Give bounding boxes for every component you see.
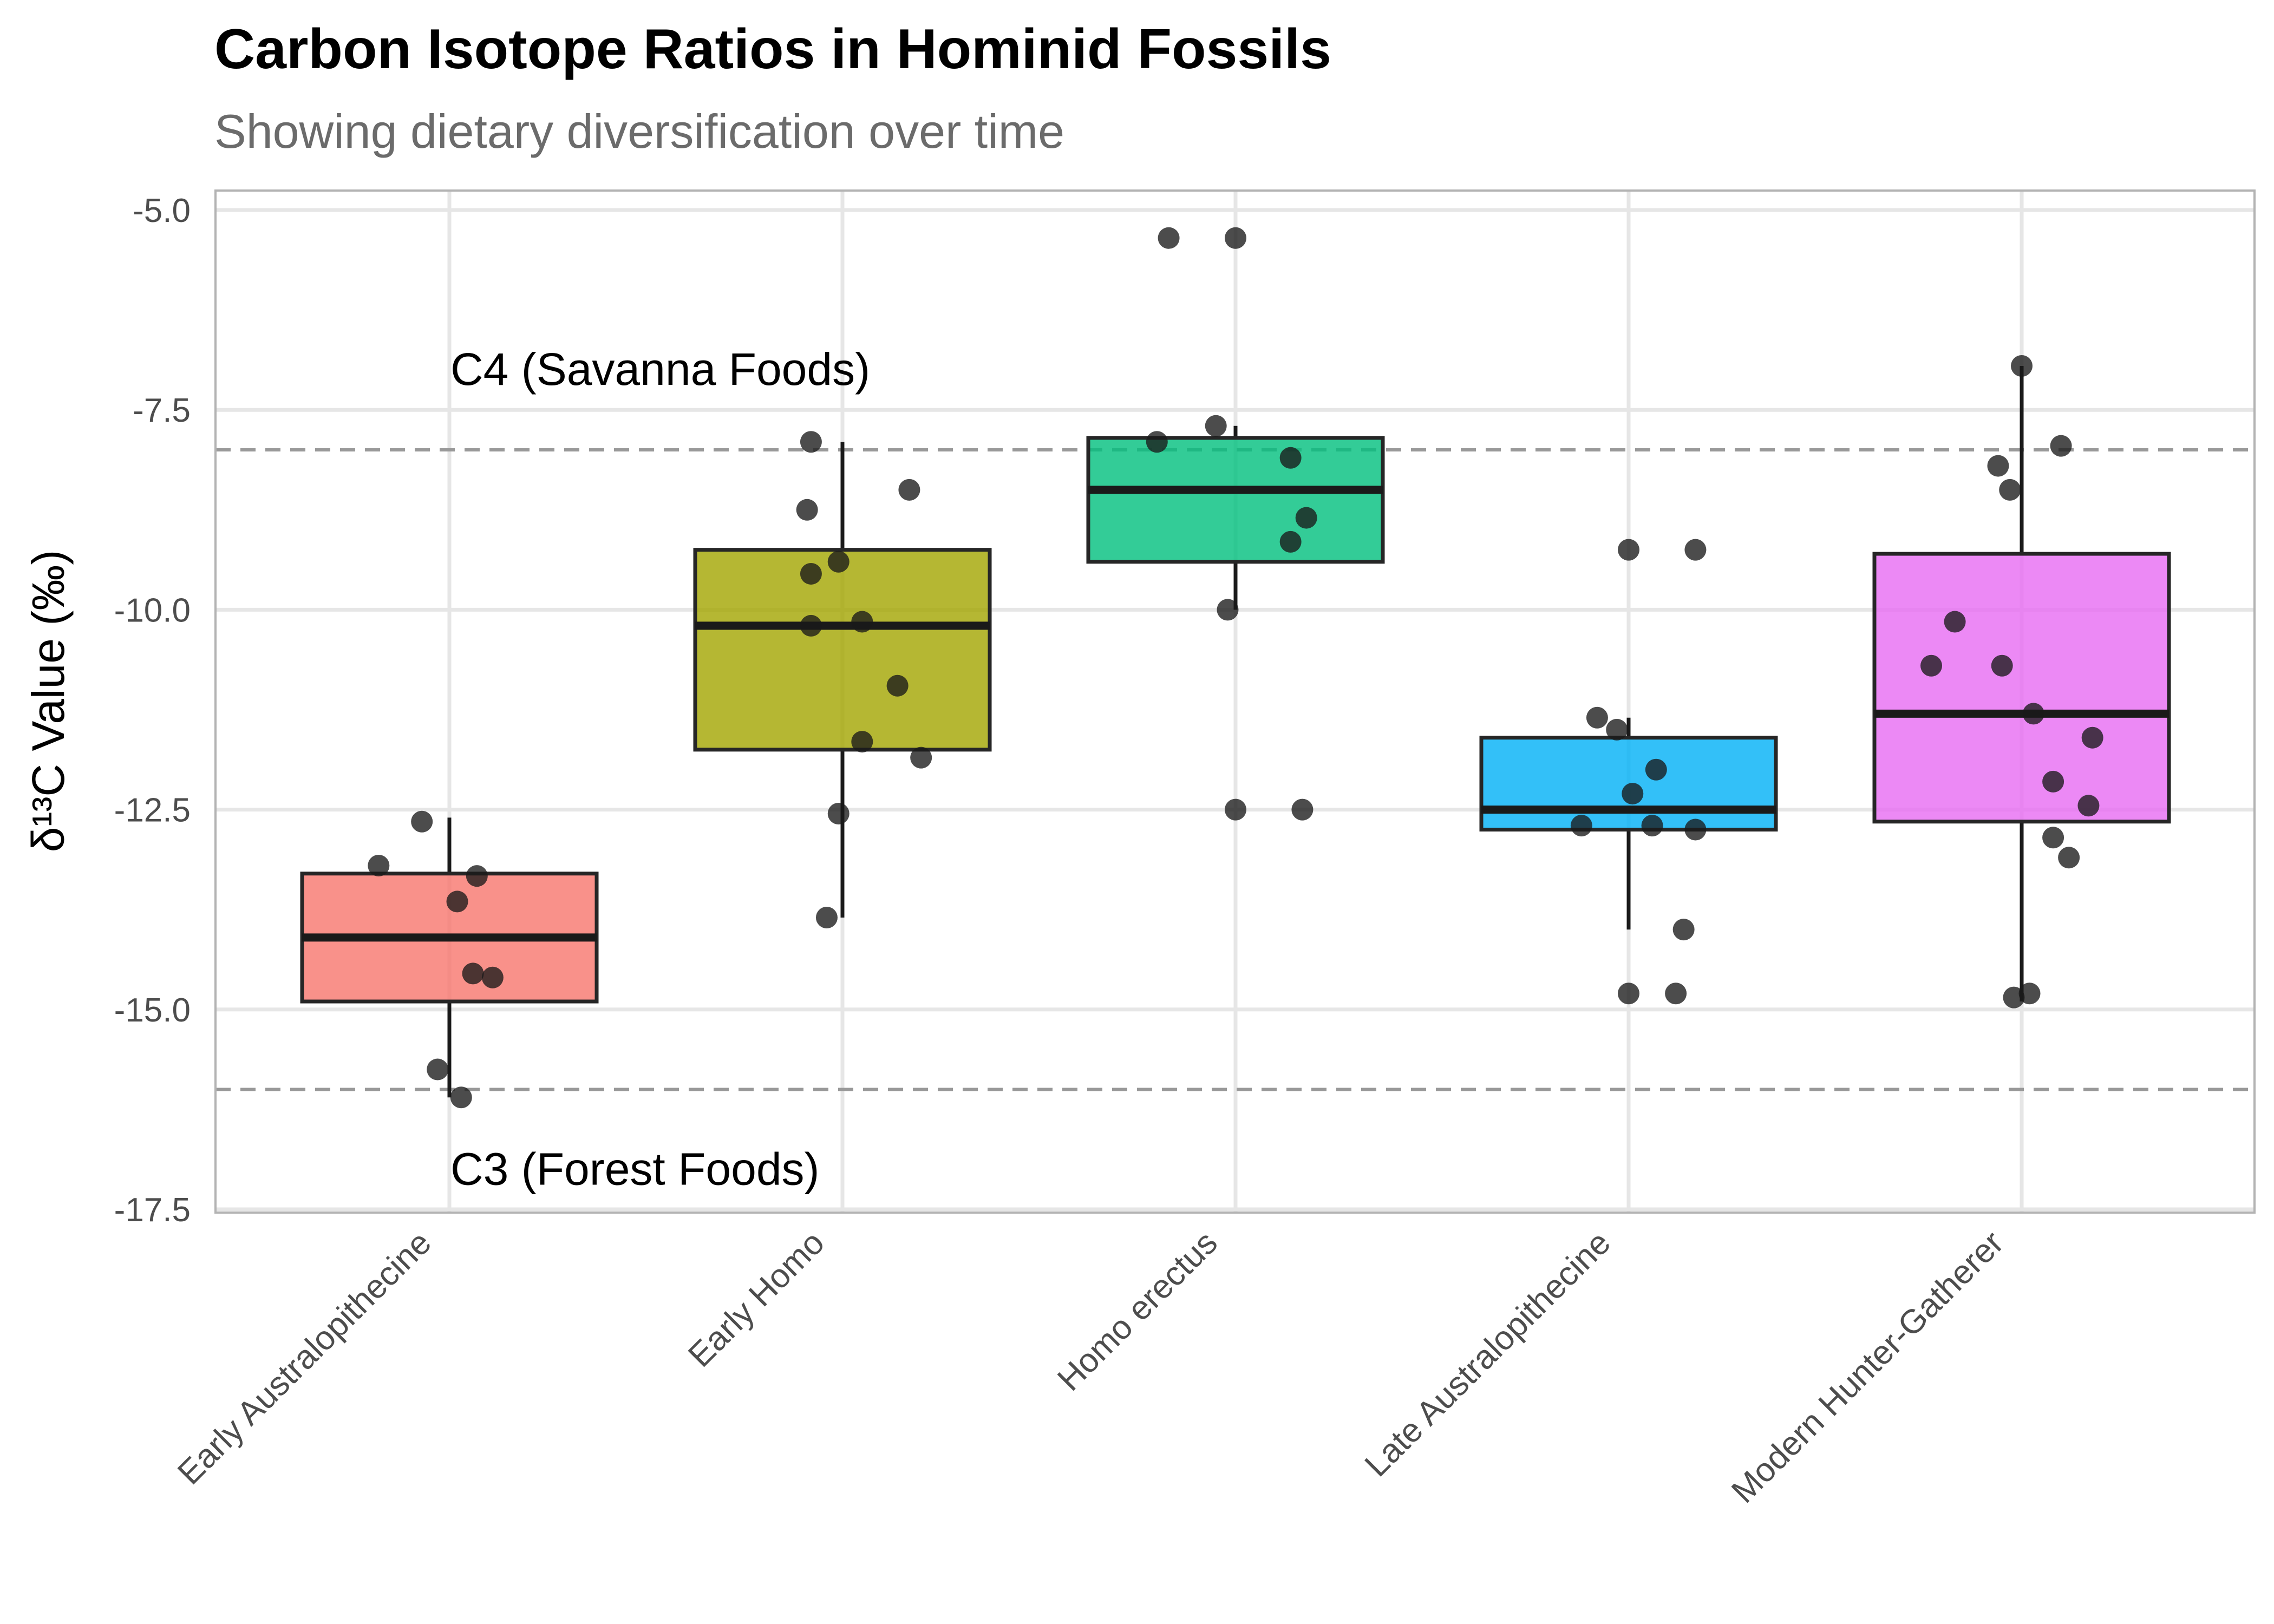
data-point <box>462 962 484 985</box>
data-point <box>411 810 433 833</box>
data-point <box>910 746 932 769</box>
chart-title: Carbon Isotope Ratios in Hominid Fossils <box>214 18 1331 81</box>
reference-line-label: C3 (Forest Foods) <box>450 1143 820 1194</box>
data-point <box>827 551 850 573</box>
data-point <box>1158 227 1180 249</box>
box-layer <box>300 365 2171 1098</box>
chart-subtitle: Showing dietary diversification over tim… <box>214 104 1065 158</box>
data-point <box>1618 983 1639 1005</box>
y-tick-label: -7.5 <box>133 392 191 429</box>
data-point <box>1570 815 1592 837</box>
data-point <box>1944 611 1966 633</box>
data-point <box>2022 703 2044 725</box>
data-point <box>800 431 822 453</box>
y-tick-label: -5.0 <box>133 192 191 230</box>
y-tick-label: -15.0 <box>114 992 191 1029</box>
data-point <box>1225 798 1246 821</box>
data-point <box>2081 726 2103 749</box>
data-point <box>1606 718 1628 741</box>
x-tick-label: Early Australopithecine <box>171 1224 439 1492</box>
data-point <box>446 890 468 913</box>
data-point <box>450 1086 472 1109</box>
data-point <box>1291 798 1314 821</box>
data-point <box>886 675 909 697</box>
box-body <box>693 548 992 752</box>
data-point <box>466 865 488 887</box>
box-body <box>1086 436 1385 564</box>
data-point <box>796 499 818 521</box>
data-point <box>827 802 850 824</box>
reference-lines: C4 (Savanna Foods) C3 (Forest Foods) <box>215 344 2255 1194</box>
data-point <box>2050 435 2072 457</box>
data-point <box>1586 706 1608 729</box>
data-point <box>1622 783 1644 805</box>
data-point <box>1999 479 2021 501</box>
data-point <box>1920 654 1943 677</box>
data-point <box>2042 827 2064 849</box>
data-point <box>1684 818 1707 841</box>
data-point <box>800 614 822 637</box>
x-tick-label: Homo erectus <box>1050 1224 1225 1398</box>
data-point <box>1279 447 1302 469</box>
data-point <box>800 562 822 585</box>
data-point <box>1225 227 1246 249</box>
data-point <box>815 906 838 928</box>
data-point <box>1618 539 1639 561</box>
data-point <box>1684 539 1707 561</box>
data-point <box>851 731 873 753</box>
data-point <box>1217 599 1239 621</box>
data-point <box>1295 507 1317 529</box>
data-point <box>2018 983 2041 1005</box>
data-point <box>2077 795 2100 817</box>
reference-line-label: C4 (Savanna Foods) <box>450 344 870 395</box>
data-point <box>1665 983 1687 1005</box>
y-tick-label: -17.5 <box>114 1191 191 1229</box>
data-point <box>1672 919 1695 941</box>
data-point <box>1991 654 2013 677</box>
x-tick-label: Modern Hunter-Gatherer <box>1724 1224 2011 1510</box>
x-tick-label: Early Homo <box>681 1224 832 1374</box>
point-layer <box>368 227 2103 1109</box>
data-point <box>2011 355 2033 377</box>
data-point <box>851 611 873 633</box>
y-axis-title: δ¹³C Value (‰) <box>23 550 74 853</box>
data-point <box>1641 815 1663 837</box>
data-point <box>2058 847 2080 869</box>
data-point <box>1205 415 1227 437</box>
data-point <box>1987 455 2009 477</box>
x-tick-label: Late Australopithecine <box>1358 1224 1618 1484</box>
data-point <box>481 966 504 988</box>
y-tick-label: -12.5 <box>114 792 191 829</box>
y-tick-label: -10.0 <box>114 592 191 629</box>
box-body <box>1872 552 2171 824</box>
data-point <box>898 479 920 501</box>
panel-border <box>214 189 2256 1214</box>
data-point <box>368 854 390 876</box>
data-point <box>1146 431 1168 453</box>
data-point <box>2042 770 2064 793</box>
data-point <box>427 1058 449 1081</box>
data-point <box>1279 531 1302 553</box>
data-point <box>1645 758 1667 781</box>
